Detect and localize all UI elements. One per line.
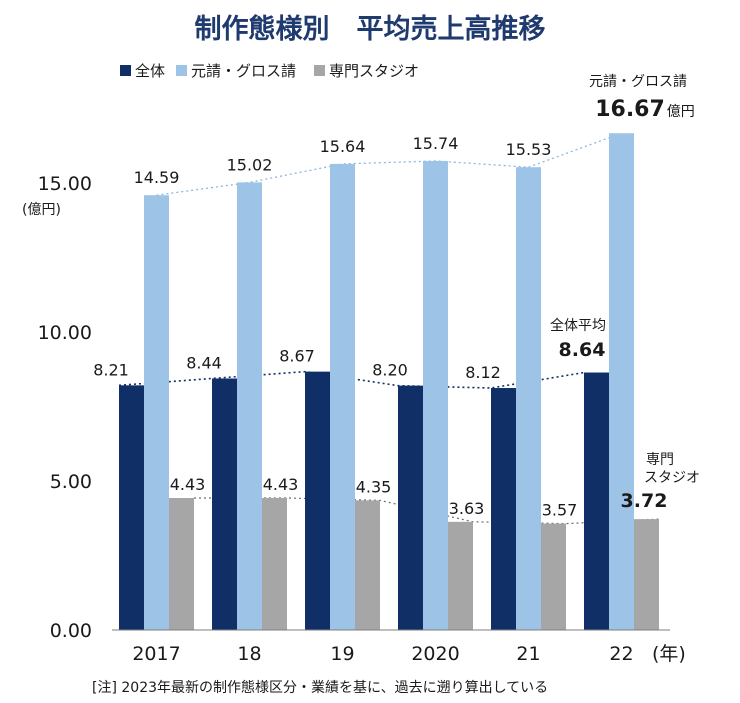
x-axis: 2017 18 19 2020 21 22 xyxy=(132,643,633,665)
x-tick-label: 21 xyxy=(516,643,540,665)
y-tick-label: 0.00 xyxy=(50,620,92,642)
data-label-gross-18: 15.02 xyxy=(227,155,273,174)
total-annotation-name: 全体平均 xyxy=(550,317,606,334)
trend-line-studio xyxy=(194,497,660,525)
data-label-studio-21: 3.57 xyxy=(542,501,578,520)
bar-gross-22 xyxy=(609,133,634,630)
studio-annotation-value: 3.72 xyxy=(621,490,668,512)
bar-gross-18 xyxy=(237,182,262,631)
legend-label-total: 全体 xyxy=(135,62,165,80)
data-label-gross-2020: 15.74 xyxy=(413,134,459,153)
data-label-total-2020: 8.20 xyxy=(372,361,408,380)
bar-total-2020 xyxy=(398,385,423,630)
data-label-studio-2020: 3.63 xyxy=(449,499,485,518)
y-axis: 0.00 5.00 10.00 15.00 xyxy=(38,173,92,642)
gross-annotation-name: 元請・グロス請 xyxy=(589,74,687,90)
gross-annotation-value: 16.67 億円 xyxy=(595,97,695,122)
data-label-studio-18: 4.43 xyxy=(263,475,299,494)
studio-annotation-line2: スタジオ xyxy=(644,470,700,486)
data-label-gross-2017: 14.59 xyxy=(134,168,180,187)
total-annotation-value: 8.64 xyxy=(559,339,606,361)
data-label-gross-21: 15.53 xyxy=(506,140,552,159)
y-tick-label: 10.00 xyxy=(38,322,92,344)
legend: 全体 元請・グロス請 専門スタジオ xyxy=(120,62,419,80)
chart-title: 制作態様別 平均売上高推移 xyxy=(195,13,546,45)
footnote: [注] 2023年最新の制作態様区分・業績を基に、過去に遡り算出している xyxy=(92,679,548,696)
legend-label-gross: 元請・グロス請 xyxy=(191,62,296,80)
bar-studio-2020 xyxy=(448,521,473,630)
x-tick-label: 18 xyxy=(237,643,261,665)
bar-studio-21 xyxy=(541,523,566,630)
trend-line-gross xyxy=(156,132,622,196)
bar-gross-2020 xyxy=(423,160,448,630)
bars xyxy=(119,133,659,631)
x-tick-label: 2017 xyxy=(132,643,180,665)
gross-annotation-unit: 億円 xyxy=(667,104,695,120)
studio-annotation-line1: 専門 xyxy=(646,452,674,468)
bar-studio-18 xyxy=(262,497,287,630)
data-label-total-21: 8.12 xyxy=(465,363,501,382)
y-tick-label: 5.00 xyxy=(50,471,92,493)
data-label-total-18: 8.44 xyxy=(186,353,222,372)
legend-swatch-studio xyxy=(314,65,325,76)
trend-lines xyxy=(118,132,660,525)
gross-annotation-number: 16.67 xyxy=(595,97,665,122)
y-tick-label: 15.00 xyxy=(38,173,92,195)
data-label-total-19: 8.67 xyxy=(279,347,315,366)
y-axis-unit: (億円) xyxy=(22,202,61,218)
x-tick-label: 2020 xyxy=(411,643,459,665)
legend-swatch-total xyxy=(120,65,131,76)
x-tick-label: 22 xyxy=(609,643,633,665)
legend-swatch-gross xyxy=(176,65,187,76)
data-label-gross-19: 15.64 xyxy=(320,137,366,156)
bar-gross-19 xyxy=(330,163,355,631)
data-label-total-2017: 8.21 xyxy=(93,360,129,379)
bar-gross-21 xyxy=(516,167,541,630)
legend-label-studio: 専門スタジオ xyxy=(329,62,419,80)
bar-total-22 xyxy=(584,372,609,630)
bar-total-21 xyxy=(491,388,516,630)
bar-studio-19 xyxy=(355,500,380,630)
bar-total-18 xyxy=(212,378,237,630)
x-tick-label: 19 xyxy=(330,643,354,665)
bar-gross-2017 xyxy=(144,195,169,630)
bar-total-2017 xyxy=(119,385,144,630)
bar-studio-22 xyxy=(634,519,659,630)
x-axis-unit: (年) xyxy=(652,643,686,665)
data-labels: 8.21 8.44 8.67 8.20 8.12 14.59 15.02 15.64 15.74… xyxy=(93,134,577,520)
bar-total-19 xyxy=(305,371,330,630)
data-label-studio-2017: 4.43 xyxy=(170,475,206,494)
data-label-studio-19: 4.35 xyxy=(356,477,392,496)
bar-studio-2017 xyxy=(169,497,194,630)
